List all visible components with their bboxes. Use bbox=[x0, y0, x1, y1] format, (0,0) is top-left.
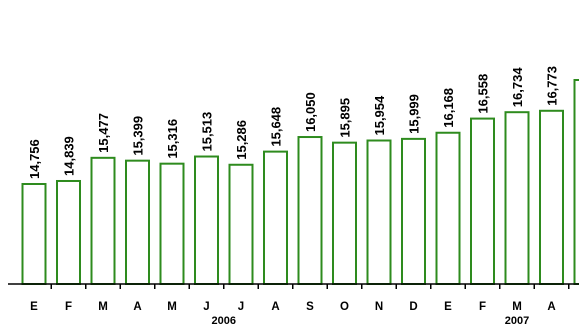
x-tick-label-2: M bbox=[98, 301, 108, 313]
year-labels-group: 2006 2007 bbox=[212, 315, 530, 327]
value-label-0: 14,756 bbox=[27, 139, 42, 179]
bar-5 bbox=[194, 155, 219, 285]
year-label-0: 2006 bbox=[212, 315, 236, 327]
bar-9 bbox=[332, 141, 357, 285]
value-label-14: 16,734 bbox=[510, 67, 525, 108]
value-label-7: 15,648 bbox=[269, 107, 284, 147]
x-tick-label-5: J bbox=[203, 301, 209, 313]
value-label-12: 16,168 bbox=[441, 88, 456, 128]
value-label-9: 15,895 bbox=[338, 98, 353, 138]
bar-3 bbox=[125, 159, 150, 285]
bar-14 bbox=[504, 111, 530, 285]
value-label-5: 15,513 bbox=[200, 112, 215, 152]
x-tick-label-15: A bbox=[547, 301, 555, 313]
bar-13 bbox=[470, 117, 495, 285]
x-tick-label-0: E bbox=[30, 301, 38, 313]
x-tick-label-9: O bbox=[340, 301, 349, 313]
bar-16 bbox=[573, 79, 579, 285]
x-tick-label-1: F bbox=[65, 301, 72, 313]
bar-0 bbox=[21, 183, 47, 285]
bar-7 bbox=[263, 150, 288, 285]
value-label-6: 15,286 bbox=[234, 120, 249, 160]
x-tick-label-10: N bbox=[375, 301, 383, 313]
value-label-3: 15,399 bbox=[131, 116, 146, 156]
bar-8 bbox=[297, 136, 323, 285]
x-tick-label-3: A bbox=[133, 301, 141, 313]
bar-1 bbox=[56, 179, 81, 286]
year-label-1: 2007 bbox=[505, 315, 529, 327]
value-label-13: 16,558 bbox=[476, 74, 491, 114]
value-label-8: 16,050 bbox=[303, 92, 318, 132]
x-tick-label-6: J bbox=[238, 301, 244, 313]
x-tick-label-11: D bbox=[409, 301, 417, 313]
x-tick-label-14: M bbox=[512, 301, 522, 313]
value-label-1: 14,839 bbox=[62, 136, 77, 176]
value-label-10: 15,954 bbox=[372, 95, 387, 136]
x-tick-label-12: E bbox=[444, 301, 452, 313]
bar-12 bbox=[435, 131, 461, 285]
bar-10 bbox=[366, 139, 392, 285]
bar-4 bbox=[159, 162, 185, 285]
bar-11 bbox=[401, 137, 426, 285]
value-label-11: 15,999 bbox=[407, 94, 422, 134]
x-tick-label-13: F bbox=[479, 301, 486, 313]
bar-6 bbox=[228, 163, 254, 285]
x-ticks-group: EFMAMJJASONDEFMAM bbox=[30, 284, 570, 313]
bar-2 bbox=[90, 156, 116, 285]
bars-group bbox=[21, 79, 579, 286]
x-tick-label-8: S bbox=[306, 301, 314, 313]
x-tick-label-7: A bbox=[271, 301, 279, 313]
value-labels-group: 14,756 14,839 15,477 15,399 15,316 15,513 15,2… bbox=[27, 66, 560, 179]
x-tick-label-4: M bbox=[167, 301, 177, 313]
value-label-4: 15,316 bbox=[165, 119, 180, 159]
value-label-15: 16,773 bbox=[545, 66, 560, 106]
bar-15 bbox=[539, 109, 564, 285]
value-label-2: 15,477 bbox=[96, 113, 111, 153]
